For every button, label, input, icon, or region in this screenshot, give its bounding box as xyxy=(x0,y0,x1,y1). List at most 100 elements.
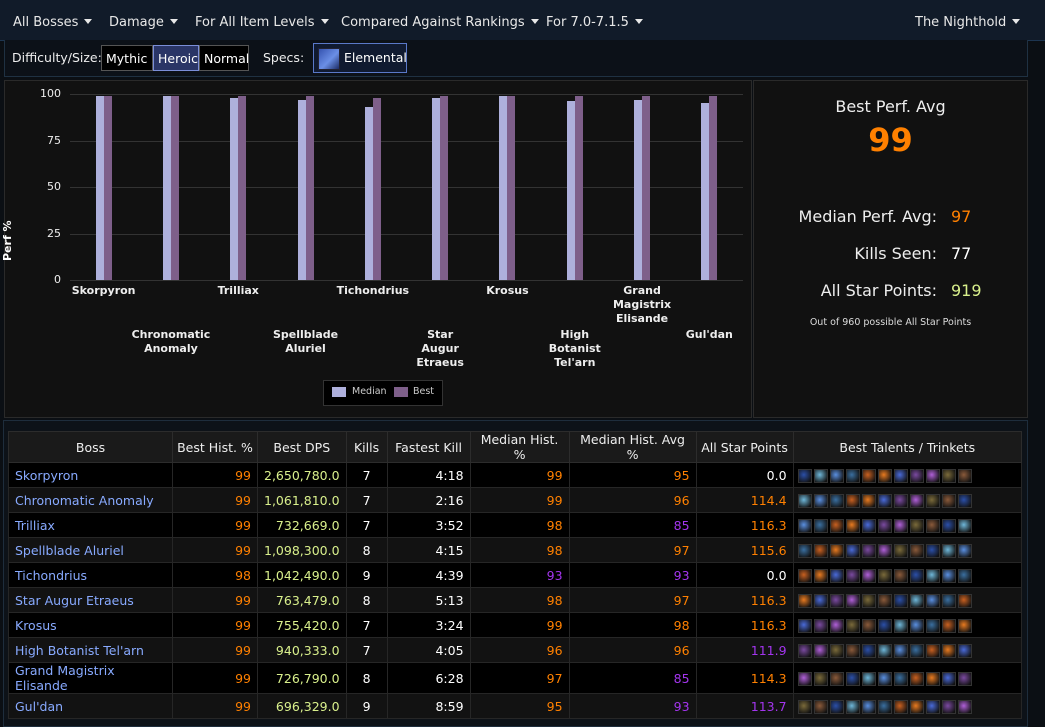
ice-shard-icon[interactable] xyxy=(813,671,828,686)
trinket-claw-icon[interactable] xyxy=(941,468,956,483)
boss-link[interactable]: Skorpyron xyxy=(8,462,173,488)
purple-rune-icon[interactable] xyxy=(909,543,924,558)
wind-icon[interactable] xyxy=(845,468,860,483)
violet-crystal-icon[interactable] xyxy=(925,699,940,714)
lightning-bolt-icon[interactable] xyxy=(829,468,844,483)
boss-link[interactable]: Tichondrius xyxy=(8,562,173,588)
boss-link[interactable]: Krosus xyxy=(8,612,173,638)
trinket-stone-icon[interactable] xyxy=(957,643,972,658)
purple-rune-icon[interactable] xyxy=(909,671,924,686)
flame-icon[interactable] xyxy=(877,671,892,686)
purple-rune-icon[interactable] xyxy=(909,699,924,714)
totem-icon[interactable] xyxy=(797,643,812,658)
wind-icon[interactable] xyxy=(845,543,860,558)
ice-shard-icon[interactable] xyxy=(813,618,828,633)
boss-link[interactable]: Spellblade Aluriel xyxy=(8,537,173,563)
trinket-claw-icon[interactable] xyxy=(941,671,956,686)
header-best-hist[interactable]: Best Hist. % xyxy=(172,431,258,463)
best-bar[interactable] xyxy=(709,95,718,280)
trinket-stone-icon[interactable] xyxy=(957,468,972,483)
ice-shard-icon[interactable] xyxy=(813,593,828,608)
lightning-bolt-icon[interactable] xyxy=(829,493,844,508)
flame-icon[interactable] xyxy=(877,568,892,583)
trinket-claw-icon[interactable] xyxy=(941,699,956,714)
flame-icon[interactable] xyxy=(877,468,892,483)
boss-link[interactable]: Gul'dan xyxy=(8,693,173,719)
storm-icon[interactable] xyxy=(893,671,908,686)
median-bar[interactable] xyxy=(499,95,508,280)
item-level-dropdown[interactable]: For All Item Levels xyxy=(195,0,329,40)
ice-shard-icon[interactable] xyxy=(813,468,828,483)
zone-dropdown[interactable]: The Nighthold xyxy=(915,0,1021,40)
header-kills[interactable]: Kills xyxy=(345,431,388,463)
violet-crystal-icon[interactable] xyxy=(925,468,940,483)
flame-icon[interactable] xyxy=(877,518,892,533)
patch-dropdown[interactable]: For 7.0-7.1.5 xyxy=(546,0,643,40)
boss-filter-dropdown[interactable]: All Bosses xyxy=(13,0,93,40)
best-bar[interactable] xyxy=(170,95,179,280)
violet-crystal-icon[interactable] xyxy=(925,671,940,686)
best-bar[interactable] xyxy=(440,95,449,280)
trinket-stone-icon[interactable] xyxy=(957,671,972,686)
best-bar[interactable] xyxy=(642,95,651,280)
median-bar[interactable] xyxy=(297,99,306,280)
median-bar[interactable] xyxy=(230,97,239,280)
storm-icon[interactable] xyxy=(893,543,908,558)
trinket-stone-icon[interactable] xyxy=(957,493,972,508)
flame-icon[interactable] xyxy=(877,543,892,558)
lightning-bolt-icon[interactable] xyxy=(829,671,844,686)
storm-icon[interactable] xyxy=(893,618,908,633)
fire-elemental-icon[interactable] xyxy=(861,543,876,558)
boss-link[interactable]: Trilliax xyxy=(8,512,173,538)
header-median-hist[interactable]: Median Hist. % xyxy=(469,431,570,463)
trinket-claw-icon[interactable] xyxy=(941,568,956,583)
totem-icon[interactable] xyxy=(797,468,812,483)
lightning-bolt-icon[interactable] xyxy=(829,618,844,633)
lightning-bolt-icon[interactable] xyxy=(829,568,844,583)
header-all-star-points[interactable]: All Star Points xyxy=(695,431,794,463)
trinket-claw-icon[interactable] xyxy=(941,543,956,558)
trinket-stone-icon[interactable] xyxy=(957,593,972,608)
lightning-bolt-icon[interactable] xyxy=(829,518,844,533)
wind-icon[interactable] xyxy=(845,493,860,508)
flame-icon[interactable] xyxy=(877,699,892,714)
fire-elemental-icon[interactable] xyxy=(861,593,876,608)
trinket-stone-icon[interactable] xyxy=(957,618,972,633)
ice-shard-icon[interactable] xyxy=(813,643,828,658)
trinket-claw-icon[interactable] xyxy=(941,493,956,508)
purple-rune-icon[interactable] xyxy=(909,643,924,658)
wind-icon[interactable] xyxy=(845,518,860,533)
best-bar[interactable] xyxy=(238,95,247,280)
storm-icon[interactable] xyxy=(893,643,908,658)
trinket-stone-icon[interactable] xyxy=(957,568,972,583)
boss-link[interactable]: Grand Magistrix Elisande xyxy=(8,662,173,694)
fire-elemental-icon[interactable] xyxy=(861,699,876,714)
purple-rune-icon[interactable] xyxy=(909,518,924,533)
header-median-hist-avg[interactable]: Median Hist. Avg % xyxy=(568,431,697,463)
violet-crystal-icon[interactable] xyxy=(925,568,940,583)
best-bar[interactable] xyxy=(305,95,314,280)
ice-shard-icon[interactable] xyxy=(813,568,828,583)
boss-link[interactable]: Star Augur Etraeus xyxy=(8,587,173,613)
fire-elemental-icon[interactable] xyxy=(861,618,876,633)
purple-rune-icon[interactable] xyxy=(909,593,924,608)
boss-link[interactable]: Chronomatic Anomaly xyxy=(8,487,173,513)
fire-elemental-icon[interactable] xyxy=(861,671,876,686)
trinket-stone-icon[interactable] xyxy=(957,543,972,558)
violet-crystal-icon[interactable] xyxy=(925,518,940,533)
metric-dropdown[interactable]: Damage xyxy=(109,0,178,40)
flame-icon[interactable] xyxy=(877,618,892,633)
wind-icon[interactable] xyxy=(845,593,860,608)
wind-icon[interactable] xyxy=(845,618,860,633)
lightning-bolt-icon[interactable] xyxy=(829,643,844,658)
totem-icon[interactable] xyxy=(797,699,812,714)
totem-icon[interactable] xyxy=(797,618,812,633)
violet-crystal-icon[interactable] xyxy=(925,618,940,633)
header-fastest-kill[interactable]: Fastest Kill xyxy=(386,431,471,463)
totem-icon[interactable] xyxy=(797,543,812,558)
ice-shard-icon[interactable] xyxy=(813,493,828,508)
storm-icon[interactable] xyxy=(893,468,908,483)
median-bar[interactable] xyxy=(566,101,575,280)
wind-icon[interactable] xyxy=(845,699,860,714)
purple-rune-icon[interactable] xyxy=(909,468,924,483)
